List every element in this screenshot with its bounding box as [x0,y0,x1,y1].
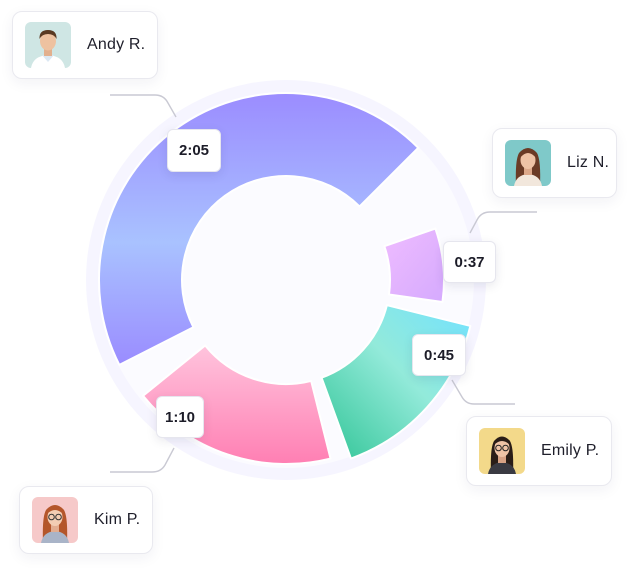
person-name-emily: Emily P. [541,442,600,459]
time-label-emily: 0:45 [412,334,466,376]
woman-glasses-portrait-icon [32,497,78,543]
time-label-kim: 1:10 [156,396,204,438]
segment-liz [383,227,445,303]
person-card-liz: Liz N. [492,128,617,198]
person-name-kim: Kim P. [94,511,141,528]
person-card-emily: Emily P. [466,416,612,486]
woman-glasses-portrait-icon [479,428,525,474]
woman-portrait-icon [505,140,551,186]
connector-kim [110,447,175,473]
time-label-liz: 0:37 [443,241,496,283]
connector-emily [451,379,515,405]
person-card-kim: Kim P. [19,486,153,554]
person-name-liz: Liz N. [567,154,610,171]
time-label-andy: 2:05 [167,129,221,172]
person-card-andy: Andy R. [12,11,158,79]
person-name-andy: Andy R. [87,36,146,53]
connector-andy [110,94,177,118]
connector-liz [469,211,537,234]
man-portrait-icon [25,22,71,68]
